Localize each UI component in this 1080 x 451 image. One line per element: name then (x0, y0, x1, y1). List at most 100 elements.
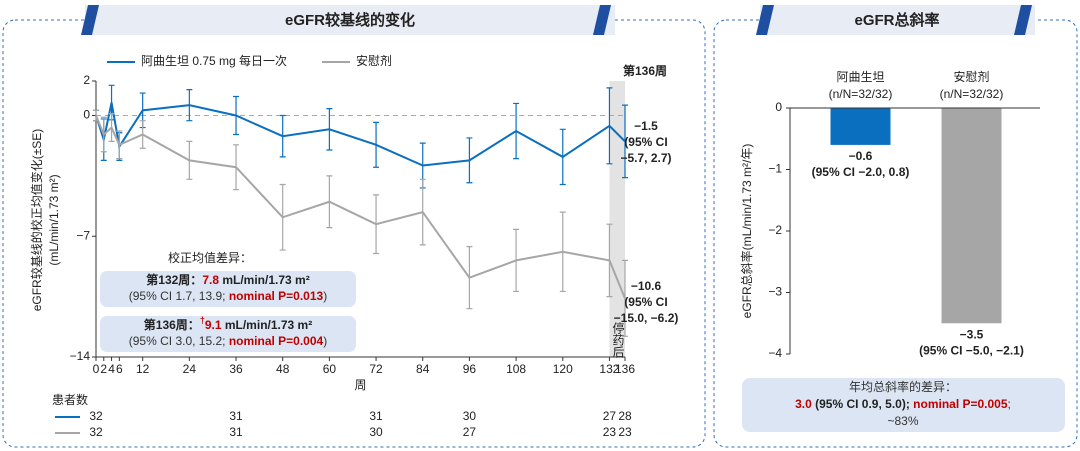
x-tick-label: 72 (369, 362, 383, 376)
series-line (95, 115, 626, 299)
annotation-part: 3.0 (795, 397, 812, 411)
annotation-part: ) (323, 334, 327, 348)
ci-label: (95% CI −2.0, 0.8) (812, 165, 910, 179)
x-tick-label: 48 (276, 362, 290, 376)
x-tick-label: 0 (93, 362, 100, 376)
x-tick-label: 136 (615, 362, 635, 376)
chart-title: eGFR较基线的变化 (285, 11, 415, 29)
annotation-part: 7.8 (202, 273, 219, 287)
at-risk-count: 31 (229, 425, 243, 439)
y-tick-label: −1 (768, 162, 782, 176)
end-label: −1.5 (634, 119, 658, 133)
annotation-box (100, 271, 356, 307)
annotation-part: nominal P=0.005 (913, 397, 1008, 411)
at-risk-title: 患者数 (52, 392, 88, 407)
at-risk-count: 32 (89, 409, 103, 423)
category-label: 安慰剂 (953, 69, 989, 84)
annotation-line: ~83% (887, 414, 918, 428)
x-tick-label: 96 (463, 362, 477, 376)
y-tick-label: −2 (768, 223, 782, 237)
annotation-part: ; (1008, 397, 1011, 411)
title-bar (85, 5, 615, 35)
ci-label: (95% CI −5.0, −2.1) (919, 343, 1024, 357)
shaded-label: 第136周 (623, 63, 667, 78)
at-risk-count: 31 (229, 409, 243, 423)
stripe (1014, 5, 1032, 35)
summary-box (742, 378, 1065, 432)
x-tick-label: 4 (108, 362, 115, 376)
y-tick-label: −14 (70, 349, 91, 363)
y-tick-label: 2 (83, 73, 90, 87)
annotation-part: 年均总斜率的差异： (849, 379, 957, 394)
x-tick-label: 132 (599, 362, 619, 376)
bar (830, 108, 891, 145)
category-note: (n/N=32/32) (940, 87, 1004, 101)
x-tick-label: 36 (229, 362, 243, 376)
category-label: 阿曲生坦 (836, 70, 884, 84)
annotation-part: 第136周： (144, 317, 200, 332)
chart-title: eGFR总斜率 (854, 11, 939, 29)
end-label: (95% CI (624, 295, 667, 309)
y-tick-label: 0 (83, 108, 90, 122)
x-tick-label: 6 (116, 362, 123, 376)
annotation-part: nominal P=0.013 (229, 289, 324, 303)
x-axis-label: 周 (354, 378, 366, 392)
annotation-line: 3.0 (95% CI 0.9, 5.0); nominal P=0.005; (795, 397, 1011, 411)
y-tick-label: −4 (768, 346, 782, 360)
at-risk-count: 30 (463, 409, 477, 423)
annotation-line: 年均总斜率的差异： (849, 379, 957, 394)
at-risk-count: 27 (603, 409, 617, 423)
annotation-part: mL/min/1.73 m² (222, 318, 313, 332)
annotation-part: ~83% (887, 414, 918, 428)
at-risk-count: 28 (618, 409, 632, 423)
y-tick-label: −7 (76, 228, 90, 242)
series-line (95, 102, 626, 167)
x-tick-label: 60 (323, 362, 337, 376)
stripe (756, 5, 774, 35)
category-note: (n/N=32/32) (829, 87, 893, 101)
y-axis-label: (mL/min/1.73 m²) (47, 174, 61, 265)
value-label: −0.6 (849, 149, 873, 163)
x-tick-label: 24 (183, 362, 197, 376)
at-risk-count: 23 (618, 425, 632, 439)
stripe (593, 5, 611, 35)
at-risk-count: 31 (369, 409, 383, 423)
x-tick-label: 120 (553, 362, 573, 376)
annotation-part: 9.1 (205, 318, 222, 332)
y-axis-label: eGFR总斜率(mL/min/1.73 m²/年) (739, 144, 754, 319)
annotation-title: 校正均值差异： (168, 250, 252, 265)
legend-label: 安慰剂 (356, 53, 392, 68)
at-risk-count: 27 (463, 425, 477, 439)
shaded-note: 停药后 (611, 321, 625, 358)
x-tick-label: 84 (416, 362, 430, 376)
x-tick-label: 108 (506, 362, 526, 376)
y-tick-label: 0 (775, 100, 782, 114)
end-label: −15.0, −6.2) (614, 311, 679, 325)
at-risk-count: 32 (89, 425, 103, 439)
end-label: −10.6 (631, 279, 662, 293)
y-tick-label: −3 (768, 285, 782, 299)
value-label: −3.5 (960, 327, 984, 341)
title-bar (760, 5, 1035, 35)
annotation-part: † (200, 315, 205, 325)
annotation-part: mL/min/1.73 m² (219, 273, 310, 287)
end-label: −5.7, 2.7) (620, 151, 671, 165)
annotation-part: (95% CI 3.0, 15.2; (129, 334, 229, 348)
bar (941, 108, 1002, 324)
annotation-part: 第132周： (146, 272, 202, 287)
at-risk-count: 23 (603, 425, 617, 439)
annotation-part: nominal P=0.004 (229, 334, 324, 348)
annotation-line: 第136周：†9.1 mL/min/1.73 m² (144, 315, 312, 332)
end-label: (95% CI (624, 135, 667, 149)
at-risk-count: 30 (369, 425, 383, 439)
annotation-line: (95% CI 1.7, 13.9; nominal P=0.013) (129, 289, 327, 303)
x-tick-label: 12 (136, 362, 150, 376)
stripe (81, 5, 99, 35)
legend-label: 阿曲生坦 0.75 mg 每日一次 (141, 53, 287, 68)
annotation-part: (95% CI 1.7, 13.9; (129, 289, 229, 303)
annotation-line: 第132周：7.8 mL/min/1.73 m² (146, 272, 309, 287)
annotation-line: (95% CI 3.0, 15.2; nominal P=0.004) (129, 334, 327, 348)
annotation-box (100, 316, 356, 352)
x-tick-label: 2 (100, 362, 107, 376)
